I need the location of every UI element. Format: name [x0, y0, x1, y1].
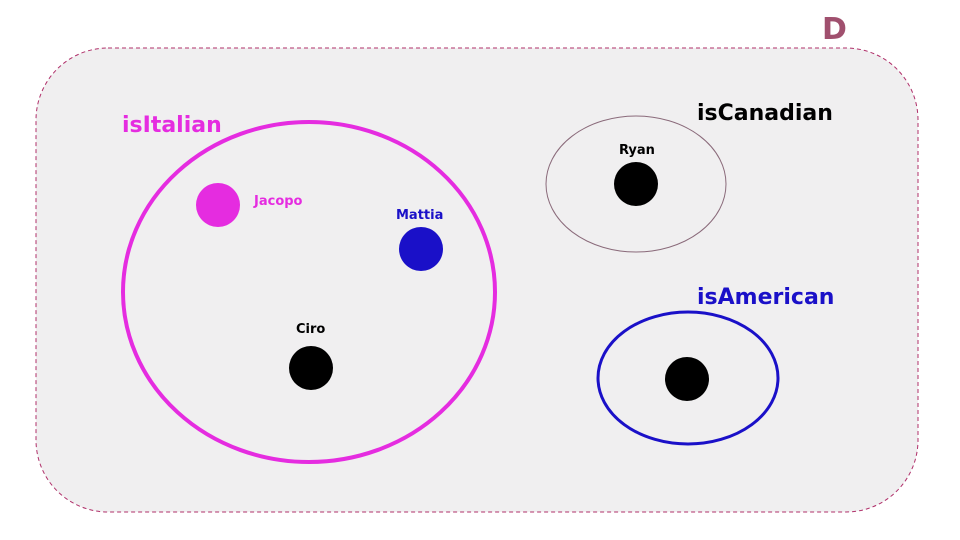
element-mattia-dot: [399, 227, 443, 271]
element-american-dot: [665, 357, 709, 401]
element-ciro-dot: [289, 346, 333, 390]
element-ryan-dot: [614, 162, 658, 206]
element-ryan-label: Ryan: [619, 143, 655, 158]
element-jacopo-label: Jacopo: [253, 194, 303, 209]
domain-label: D: [822, 12, 847, 47]
set-american-ellipse: [596, 310, 780, 446]
element-mattia-label: Mattia: [396, 208, 443, 223]
set-canadian-label: isCanadian: [697, 101, 833, 126]
set-italian-ellipse: [121, 120, 497, 464]
set-american-label: isAmerican: [697, 285, 834, 310]
element-ciro-label: Ciro: [296, 322, 325, 337]
element-jacopo-dot: [196, 183, 240, 227]
set-canadian-ellipse: [545, 115, 727, 253]
set-italian-label: isItalian: [122, 113, 222, 138]
